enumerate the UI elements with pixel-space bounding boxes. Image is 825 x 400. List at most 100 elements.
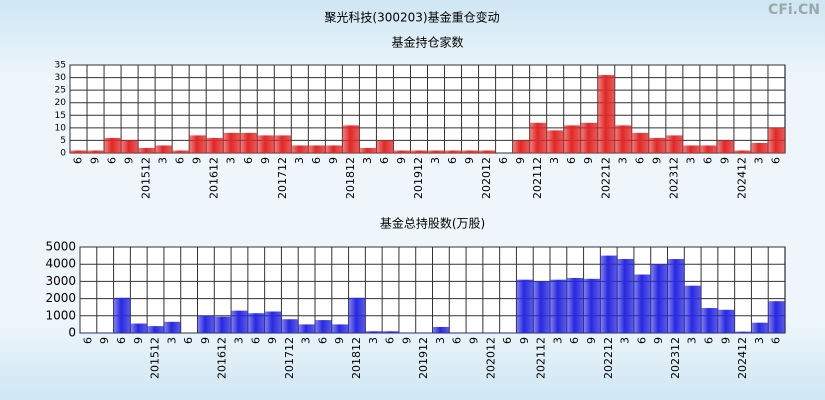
- x-tick-label: 9: [719, 337, 732, 344]
- bar: [365, 331, 383, 333]
- x-tick-label: 9: [518, 337, 531, 344]
- x-tick-label: 6: [701, 157, 714, 164]
- x-tick-label: 3: [619, 337, 632, 344]
- x-tick-label: 202412: [736, 337, 749, 379]
- x-tick-label: 3: [686, 337, 699, 344]
- bar: [529, 122, 547, 153]
- bar: [376, 140, 394, 153]
- bar: [87, 150, 105, 153]
- bar: [750, 142, 768, 153]
- x-tick-label: 9: [582, 157, 595, 164]
- bar: [734, 331, 752, 333]
- bar: [214, 316, 232, 333]
- watermark: CFi.CN: [768, 2, 820, 18]
- bar: [348, 297, 366, 333]
- y-tick-label: 2000: [45, 291, 76, 305]
- bar: [499, 332, 517, 333]
- bar: [648, 137, 666, 153]
- bar: [427, 150, 445, 153]
- y-tick-label: 0: [68, 326, 76, 340]
- bar: [466, 332, 483, 333]
- bar: [600, 255, 618, 333]
- x-tick-label: 3: [293, 157, 306, 164]
- bar: [223, 132, 241, 153]
- x-tick-label: 6: [769, 157, 782, 164]
- bar: [516, 279, 534, 333]
- x-tick-label: 202312: [669, 337, 682, 379]
- bar: [308, 145, 326, 153]
- x-tick-label: 6: [115, 337, 128, 344]
- bar: [393, 150, 411, 153]
- bar: [113, 297, 131, 333]
- bar: [461, 150, 479, 153]
- page-title: 聚光科技(300203)基金重仓变动: [324, 10, 499, 25]
- bar: [699, 145, 717, 153]
- x-tick-label: 9: [585, 337, 598, 344]
- x-tick-label: 9: [333, 337, 346, 344]
- bar: [449, 332, 467, 333]
- x-tick-label: 6: [446, 157, 459, 164]
- x-tick-label: 6: [242, 157, 255, 164]
- x-tick-label: 9: [132, 337, 145, 344]
- x-tick-label: 3: [684, 157, 697, 164]
- bar: [281, 319, 299, 333]
- x-tick-label: 6: [72, 157, 85, 164]
- bar: [533, 281, 550, 333]
- x-tick-label: 9: [327, 157, 340, 164]
- bar: [155, 145, 173, 153]
- bar: [264, 311, 282, 333]
- x-tick-label: 6: [310, 157, 323, 164]
- bar: [147, 326, 164, 333]
- x-tick-label: 202212: [599, 157, 612, 199]
- bar: [512, 140, 530, 153]
- bar: [331, 324, 349, 333]
- x-tick-label: 202112: [535, 337, 548, 379]
- x-tick-label: 9: [89, 157, 102, 164]
- y-tick-label: 35: [55, 61, 66, 71]
- bar: [682, 145, 700, 153]
- x-tick-label: 3: [225, 157, 238, 164]
- x-tick-label: 9: [98, 337, 111, 344]
- x-tick-label: 6: [249, 337, 262, 344]
- x-tick-label: 6: [384, 337, 397, 344]
- x-tick-label: 6: [702, 337, 715, 344]
- x-tick-label: 6: [497, 157, 510, 164]
- x-tick-label: 201512: [149, 337, 162, 379]
- bar: [566, 277, 584, 333]
- x-tick-label: 9: [514, 157, 527, 164]
- x-tick-label: 6: [501, 337, 514, 344]
- bar: [240, 132, 258, 153]
- x-tick-label: 3: [616, 157, 629, 164]
- y-tick-label: 10: [55, 123, 67, 133]
- x-tick-label: 6: [174, 157, 187, 164]
- bar: [104, 137, 122, 153]
- x-tick-label: 3: [165, 337, 178, 344]
- x-tick-label: 6: [565, 157, 578, 164]
- y-tick-label: 15: [55, 111, 66, 121]
- y-tick-label: 3000: [45, 274, 76, 288]
- bar: [597, 75, 615, 153]
- x-tick-label: 201712: [276, 157, 289, 199]
- x-tick-label: 9: [652, 337, 665, 344]
- bar: [650, 264, 668, 333]
- x-tick-label: 6: [770, 337, 783, 344]
- bar: [410, 150, 428, 153]
- bar: [550, 279, 567, 333]
- bar: [70, 150, 88, 153]
- x-tick-label: 201812: [344, 157, 357, 199]
- bar: [716, 140, 734, 153]
- x-tick-label: 3: [753, 337, 766, 344]
- bar: [667, 259, 685, 333]
- x-tick-label: 202112: [531, 157, 544, 199]
- x-tick-label: 3: [434, 337, 447, 344]
- x-tick-label: 9: [191, 157, 204, 164]
- x-tick-label: 201712: [283, 337, 296, 379]
- bar: [767, 127, 785, 153]
- y-tick-label: 5: [60, 136, 66, 146]
- chart-title: 基金总持股数(万股): [380, 216, 485, 231]
- bar: [563, 125, 581, 153]
- x-tick-label: 202312: [667, 157, 680, 199]
- y-tick-label: 5000: [45, 240, 76, 254]
- x-tick-label: 9: [259, 157, 272, 164]
